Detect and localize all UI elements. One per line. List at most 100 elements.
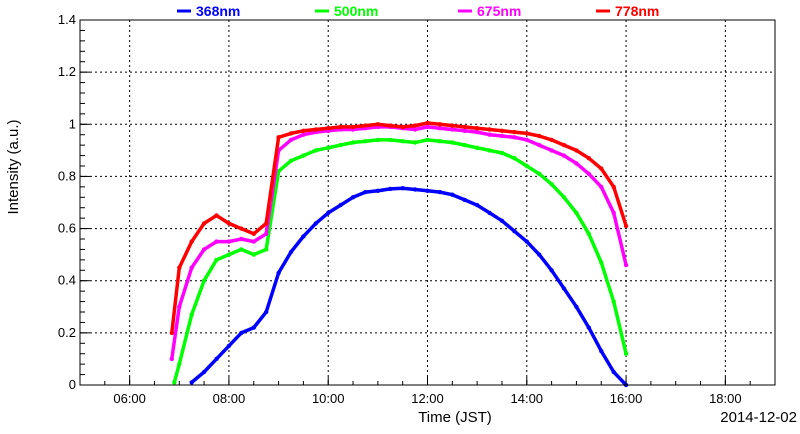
data-point bbox=[537, 133, 542, 139]
data-point bbox=[350, 140, 356, 145]
legend: 368nm 500nm 675nm 778nm bbox=[177, 3, 659, 19]
data-point bbox=[239, 247, 244, 252]
data-point bbox=[338, 142, 343, 148]
data-point bbox=[313, 127, 318, 132]
y-tick-label: 0 bbox=[69, 377, 76, 392]
series-368nm bbox=[189, 186, 629, 388]
legend-label: 368nm bbox=[196, 3, 240, 19]
x-tick-label: 16:00 bbox=[610, 391, 643, 406]
data-point bbox=[474, 129, 480, 135]
data-point bbox=[574, 148, 579, 153]
data-point bbox=[201, 369, 207, 375]
y-tick-label: 1.2 bbox=[58, 64, 76, 79]
data-point bbox=[574, 304, 579, 309]
data-point bbox=[524, 131, 529, 136]
data-point bbox=[586, 325, 591, 330]
legend-label: 778nm bbox=[615, 3, 659, 19]
data-point bbox=[326, 210, 331, 216]
data-point bbox=[214, 257, 219, 263]
data-point bbox=[425, 188, 430, 193]
data-point bbox=[561, 153, 567, 158]
data-point bbox=[450, 123, 455, 128]
data-point bbox=[172, 380, 177, 385]
data-point bbox=[512, 129, 517, 135]
data-point bbox=[226, 221, 232, 226]
data-point bbox=[474, 145, 480, 150]
x-tick-label: 18:00 bbox=[709, 391, 742, 406]
data-point bbox=[388, 137, 393, 143]
data-point bbox=[239, 226, 244, 231]
data-point bbox=[412, 187, 418, 192]
data-point bbox=[326, 145, 331, 150]
data-point bbox=[400, 124, 405, 130]
data-point bbox=[450, 127, 455, 132]
data-point bbox=[487, 148, 492, 153]
data-point bbox=[264, 231, 269, 236]
data-point bbox=[177, 265, 182, 270]
data-point bbox=[462, 124, 467, 130]
data-point bbox=[350, 124, 356, 130]
legend-label: 500nm bbox=[334, 3, 378, 19]
data-point bbox=[251, 325, 256, 330]
data-point bbox=[549, 182, 554, 187]
data-point bbox=[177, 361, 182, 367]
y-axis: 0 0.2 0.4 0.6 0.8 1 1.2 1.4 bbox=[58, 12, 90, 392]
data-point bbox=[599, 260, 604, 265]
data-point bbox=[363, 139, 368, 144]
data-point bbox=[276, 169, 281, 174]
data-point bbox=[611, 299, 616, 304]
data-point bbox=[425, 120, 430, 126]
data-point bbox=[425, 124, 430, 130]
data-point bbox=[561, 142, 567, 148]
data-point bbox=[487, 127, 492, 132]
data-point bbox=[375, 122, 381, 127]
data-point bbox=[214, 356, 219, 362]
data-point bbox=[611, 184, 616, 190]
data-point bbox=[276, 135, 281, 140]
data-point bbox=[487, 210, 492, 216]
data-point bbox=[524, 137, 529, 143]
data-point bbox=[549, 268, 554, 273]
x-tick-label: 12:00 bbox=[411, 391, 444, 406]
data-point bbox=[301, 234, 306, 239]
data-point bbox=[400, 186, 405, 191]
data-point bbox=[549, 148, 554, 153]
data-point bbox=[177, 304, 182, 309]
data-point bbox=[226, 239, 232, 244]
data-point bbox=[301, 128, 306, 133]
x-tick-label: 10:00 bbox=[312, 391, 345, 406]
data-point bbox=[574, 161, 579, 166]
data-point bbox=[412, 140, 418, 145]
data-point bbox=[499, 133, 505, 139]
data-point bbox=[462, 197, 467, 203]
data-point bbox=[276, 270, 281, 276]
data-point bbox=[239, 236, 244, 242]
data-point bbox=[450, 192, 455, 197]
data-point bbox=[326, 126, 331, 131]
data-point bbox=[499, 218, 505, 223]
data-point bbox=[462, 128, 467, 133]
x-tick-label: 06:00 bbox=[113, 391, 146, 406]
y-tick-label: 0.8 bbox=[58, 168, 76, 183]
data-point bbox=[189, 312, 194, 317]
data-point bbox=[499, 150, 505, 156]
data-point bbox=[338, 202, 343, 208]
data-point bbox=[288, 158, 294, 163]
data-point bbox=[201, 278, 207, 283]
data-point bbox=[524, 163, 529, 169]
data-point bbox=[512, 135, 517, 140]
data-point bbox=[450, 140, 455, 145]
y-axis-title: Intensity (a.u.) bbox=[5, 119, 22, 214]
data-point bbox=[487, 132, 492, 137]
data-point bbox=[375, 137, 381, 143]
series-layer bbox=[169, 120, 629, 388]
data-point bbox=[226, 343, 232, 349]
data-point bbox=[599, 166, 604, 171]
grid bbox=[80, 20, 775, 385]
data-point bbox=[512, 156, 517, 161]
data-point bbox=[437, 126, 443, 131]
data-point bbox=[350, 195, 356, 200]
data-point bbox=[599, 348, 604, 354]
data-point bbox=[437, 139, 443, 144]
